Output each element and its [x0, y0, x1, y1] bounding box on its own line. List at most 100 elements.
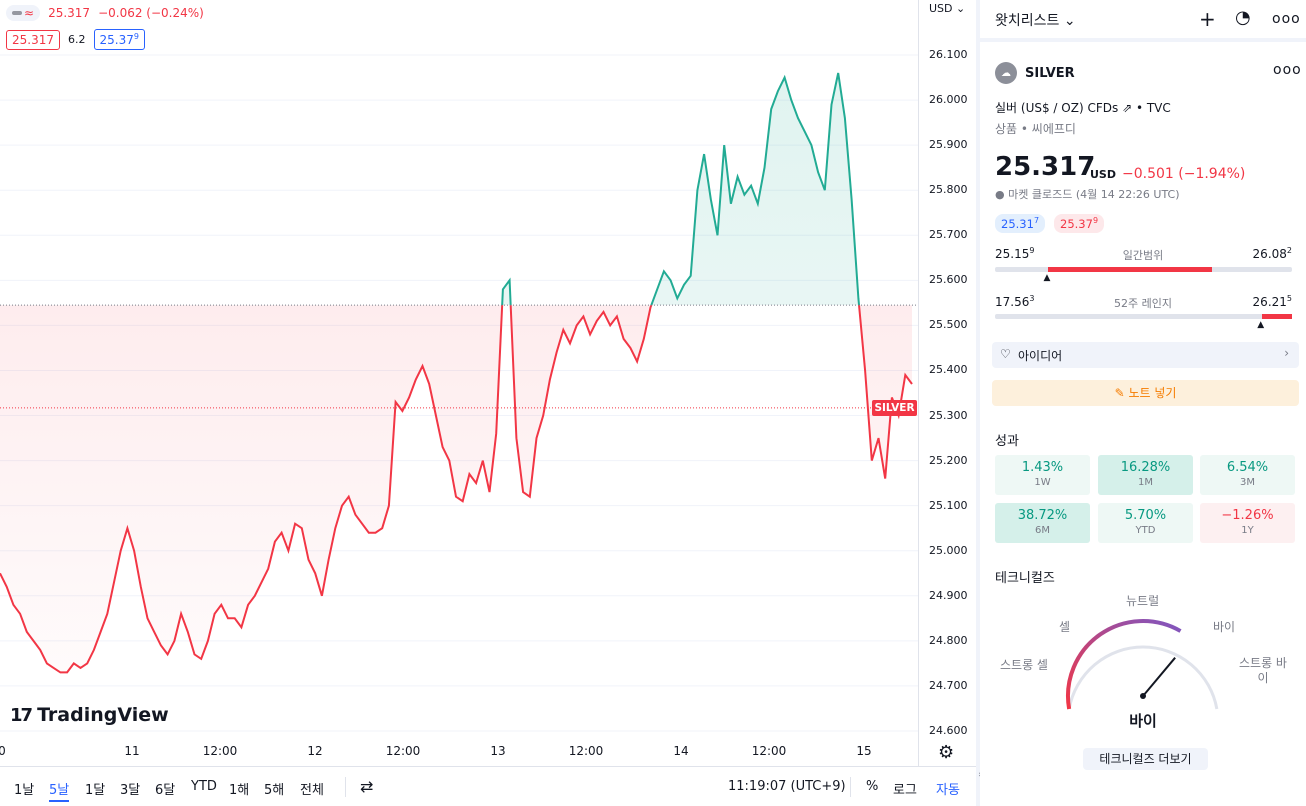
plus-icon[interactable]: +	[1199, 7, 1216, 31]
range-1m[interactable]: 1달	[85, 783, 106, 798]
symbol-logo: ☁	[995, 62, 1017, 84]
price-change: −0.501 (−1.94%)	[1122, 166, 1246, 182]
ask-pill: 25.379	[1054, 214, 1105, 233]
gauge-needle	[1142, 657, 1176, 697]
bid-box[interactable]: 25.317	[6, 29, 60, 50]
gauge-buy-label: 바이	[1213, 620, 1236, 634]
calendar-icon[interactable]: ⇄	[360, 777, 374, 796]
price-scale[interactable]: USD ⌄ 26.100 26.000 25.900 25.800 25.700 25.6…	[918, 0, 976, 766]
performance-period: 1W	[1034, 477, 1051, 488]
day-range-bar	[995, 267, 1292, 272]
divider	[345, 777, 346, 797]
divider	[850, 777, 851, 797]
week52-range-bar	[995, 314, 1292, 319]
performance-value: 6.54%	[1226, 460, 1269, 475]
price-scale-label: 25.900	[929, 138, 968, 152]
watchlist-title-label: 왓치리스트	[995, 13, 1060, 29]
price-scale-label: 25.300	[929, 408, 968, 422]
market-status-text: ● 마켓 클로즈드	[995, 188, 1073, 201]
week52-low-value: 17.56	[995, 295, 1030, 309]
time-axis-label: 15	[856, 744, 872, 758]
ask-sup: 9	[133, 32, 139, 41]
currency-label: USD	[929, 2, 953, 15]
performance-value: 1.43%	[1021, 460, 1064, 475]
week52-high: 26.215	[1253, 294, 1292, 309]
performance-period: 1Y	[1241, 525, 1254, 536]
week52-high-sup: 5	[1286, 294, 1292, 303]
chart-pane[interactable]: ≈ 25.317 −0.062 (−0.24%) 25.317 6.2 25.3…	[0, 0, 918, 766]
currency-selector[interactable]: USD ⌄	[929, 2, 965, 15]
range-1d[interactable]: 1날	[14, 783, 35, 798]
time-axis[interactable]: 0 11 12:00 12 12:00 13 12:00 14 12:00 15	[0, 740, 918, 766]
external-link-icon[interactable]: ⇗	[1122, 101, 1133, 115]
chart-legend: ≈ 25.317 −0.062 (−0.24%)	[6, 5, 204, 21]
more-icon[interactable]: ooo	[1272, 11, 1301, 27]
performance-period: 1M	[1138, 477, 1153, 488]
performance-cell[interactable]: −1.26% 1Y	[1200, 503, 1295, 543]
more-icon[interactable]: ooo	[1273, 62, 1302, 78]
gear-icon[interactable]: ⚙	[938, 742, 955, 763]
symbol-name: SILVER	[1025, 65, 1075, 81]
percent-toggle[interactable]: %	[866, 779, 879, 794]
day-range-label: 일간범위	[1122, 249, 1164, 262]
auto-toggle[interactable]: 자동	[936, 783, 960, 798]
range-3m[interactable]: 3달	[120, 783, 141, 798]
legend-change: −0.062 (−0.24%)	[98, 6, 204, 20]
spread-value: 6.2	[68, 33, 86, 46]
price-scale-label: 26.000	[929, 93, 968, 107]
price-line-down	[0, 305, 913, 674]
ask-pill-value: 25.37	[1060, 216, 1093, 231]
time-axis-label: 0	[0, 744, 6, 758]
panel-divider[interactable]	[976, 0, 980, 806]
performance-title: 성과	[995, 434, 1019, 449]
day-range-low: 25.159	[995, 246, 1034, 261]
gauge-strong-buy-line2: 이	[1257, 671, 1269, 685]
add-note-button[interactable]: ✎ 노트 넣기	[992, 380, 1299, 406]
wave-icon: ≈	[24, 6, 35, 20]
log-toggle[interactable]: 로그	[893, 783, 917, 798]
watchlist-header: 왓치리스트 ⌄ + ◔ ooo	[980, 0, 1306, 42]
more-technicals-button[interactable]: 테크니컬즈 더보기	[1083, 748, 1208, 770]
time-axis-label: 12:00	[751, 744, 787, 758]
range-ytd[interactable]: YTD	[191, 779, 217, 794]
legend-toggle[interactable]: ≈	[6, 5, 41, 21]
day-high-value: 26.08	[1252, 247, 1287, 261]
performance-cell[interactable]: 6.54% 3M	[1200, 455, 1295, 495]
week52-label: 52주 레인지	[1114, 297, 1172, 310]
range-5y[interactable]: 5해	[264, 783, 285, 798]
week52-high-value: 26.21	[1252, 295, 1287, 309]
price-scale-label: 24.800	[929, 633, 968, 647]
visibility-icon	[12, 11, 22, 15]
range-5d[interactable]: 5날	[49, 779, 70, 802]
ideas-link[interactable]: ♡ 아이디어 ›	[992, 342, 1299, 368]
symbol-price-tag: SILVER	[872, 400, 917, 416]
price-scale-label: 25.100	[929, 498, 968, 512]
range-1y[interactable]: 1해	[229, 783, 250, 798]
chevron-down-icon: ⌄	[1063, 13, 1076, 29]
price-scale-label: 25.600	[929, 273, 968, 287]
day-range-high: 26.082	[1253, 246, 1292, 261]
range-6m[interactable]: 6달	[155, 783, 176, 798]
ask-box[interactable]: 25.379	[93, 29, 145, 50]
bottom-toolbar: 1날 5날 1달 3달 6달 YTD 1해 5해 전체 ⇄ 11:19:07 (…	[0, 766, 976, 806]
time-axis-label: 14	[673, 744, 689, 758]
watchlist-title[interactable]: 왓치리스트 ⌄	[995, 10, 1076, 30]
pie-chart-icon[interactable]: ◔	[1235, 7, 1251, 28]
gauge-neutral-label: 뉴트럴	[1126, 594, 1160, 608]
price-line-up	[501, 72, 861, 306]
performance-cell[interactable]: 38.72% 6M	[995, 503, 1090, 543]
performance-cell[interactable]: 5.70% YTD	[1098, 503, 1193, 543]
symbol-description: 실버 (US$ / OZ) CFDs ⇗ • TVC	[995, 99, 1171, 116]
chevron-right-icon: ›	[1284, 346, 1289, 360]
performance-cell[interactable]: 16.28% 1M	[1098, 455, 1193, 495]
range-all[interactable]: 전체	[300, 783, 324, 798]
price-chart[interactable]	[0, 0, 918, 740]
bid-pill-value: 25.31	[1001, 216, 1034, 231]
tradingview-logo[interactable]: 17 TradingView	[10, 704, 169, 726]
symbol-row[interactable]: ☁ SILVER	[995, 62, 1075, 84]
clock-time[interactable]: 11:19:07 (UTC+9)	[728, 779, 846, 794]
time-axis-label: 12:00	[568, 744, 604, 758]
bid-pill-sup: 7	[1033, 216, 1040, 225]
performance-cell[interactable]: 1.43% 1W	[995, 455, 1090, 495]
